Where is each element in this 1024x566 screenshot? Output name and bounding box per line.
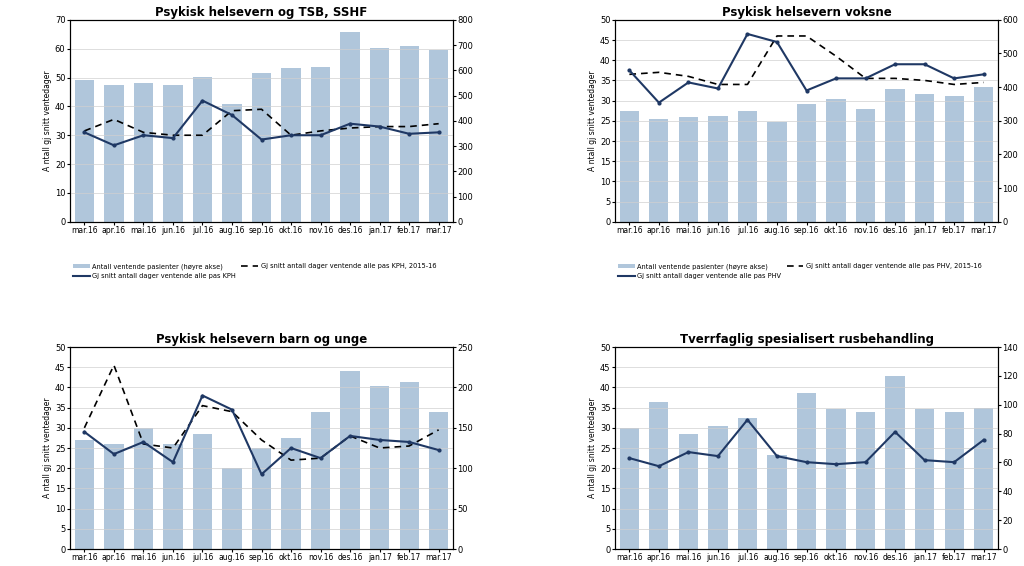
Bar [75,440,94,549]
Bar [826,99,846,222]
Bar [252,73,271,222]
Bar [134,83,153,222]
Bar [620,428,639,549]
Title: Psykisk helsevern barn og unge: Psykisk helsevern barn og unge [156,333,368,346]
Bar [104,444,124,549]
Bar [222,104,242,222]
Bar [75,80,94,222]
Bar [974,87,993,222]
Bar [886,376,904,549]
Bar [649,402,669,549]
Bar [915,94,934,222]
Bar [429,411,449,549]
Y-axis label: A ntall gj snitt ventedager: A ntall gj snitt ventedager [588,71,597,171]
Bar [104,85,124,222]
Bar [709,116,727,222]
Title: Tverrfaglig spesialisert rusbehandling: Tverrfaglig spesialisert rusbehandling [680,333,934,346]
Bar [738,111,757,222]
Bar [649,119,669,222]
Bar [797,393,816,549]
Bar [709,426,727,549]
Bar [164,85,182,222]
Title: Psykisk helsevern og TSB, SSHF: Psykisk helsevern og TSB, SSHF [156,6,368,19]
Bar [193,434,212,549]
Bar [222,468,242,549]
Legend: Antall ventende pasienter (høyre akse), Gj snitt antall dager ventende alle pas : Antall ventende pasienter (høyre akse), … [617,263,982,279]
Legend: Antall ventende pasienter (høyre akse), Gj snitt antall dager ventende alle pas : Antall ventende pasienter (høyre akse), … [73,263,436,279]
Bar [164,444,182,549]
Bar [797,104,816,222]
Bar [944,96,964,222]
Bar [915,409,934,549]
Bar [193,76,212,222]
Bar [886,89,904,222]
Bar [282,438,301,549]
Y-axis label: A ntall gj snitt ventedager: A ntall gj snitt ventedager [43,398,52,498]
Bar [826,409,846,549]
Bar [399,46,419,222]
Bar [252,448,271,549]
Bar [767,122,786,222]
Bar [856,412,876,549]
Y-axis label: A ntall gj snitt ventedager: A ntall gj snitt ventedager [588,398,597,498]
Bar [399,382,419,549]
Bar [311,67,330,222]
Bar [620,111,639,222]
Bar [429,50,449,222]
Bar [944,412,964,549]
Title: Psykisk helsevern voksne: Psykisk helsevern voksne [722,6,891,19]
Bar [679,434,698,549]
Bar [856,109,876,222]
Bar [738,418,757,549]
Bar [767,455,786,549]
Bar [974,408,993,549]
Bar [679,117,698,222]
Bar [311,411,330,549]
Bar [134,428,153,549]
Y-axis label: A ntall gj snitt ventedager: A ntall gj snitt ventedager [43,71,52,171]
Bar [370,48,389,222]
Bar [341,371,359,549]
Bar [370,386,389,549]
Bar [341,32,359,222]
Bar [282,68,301,222]
